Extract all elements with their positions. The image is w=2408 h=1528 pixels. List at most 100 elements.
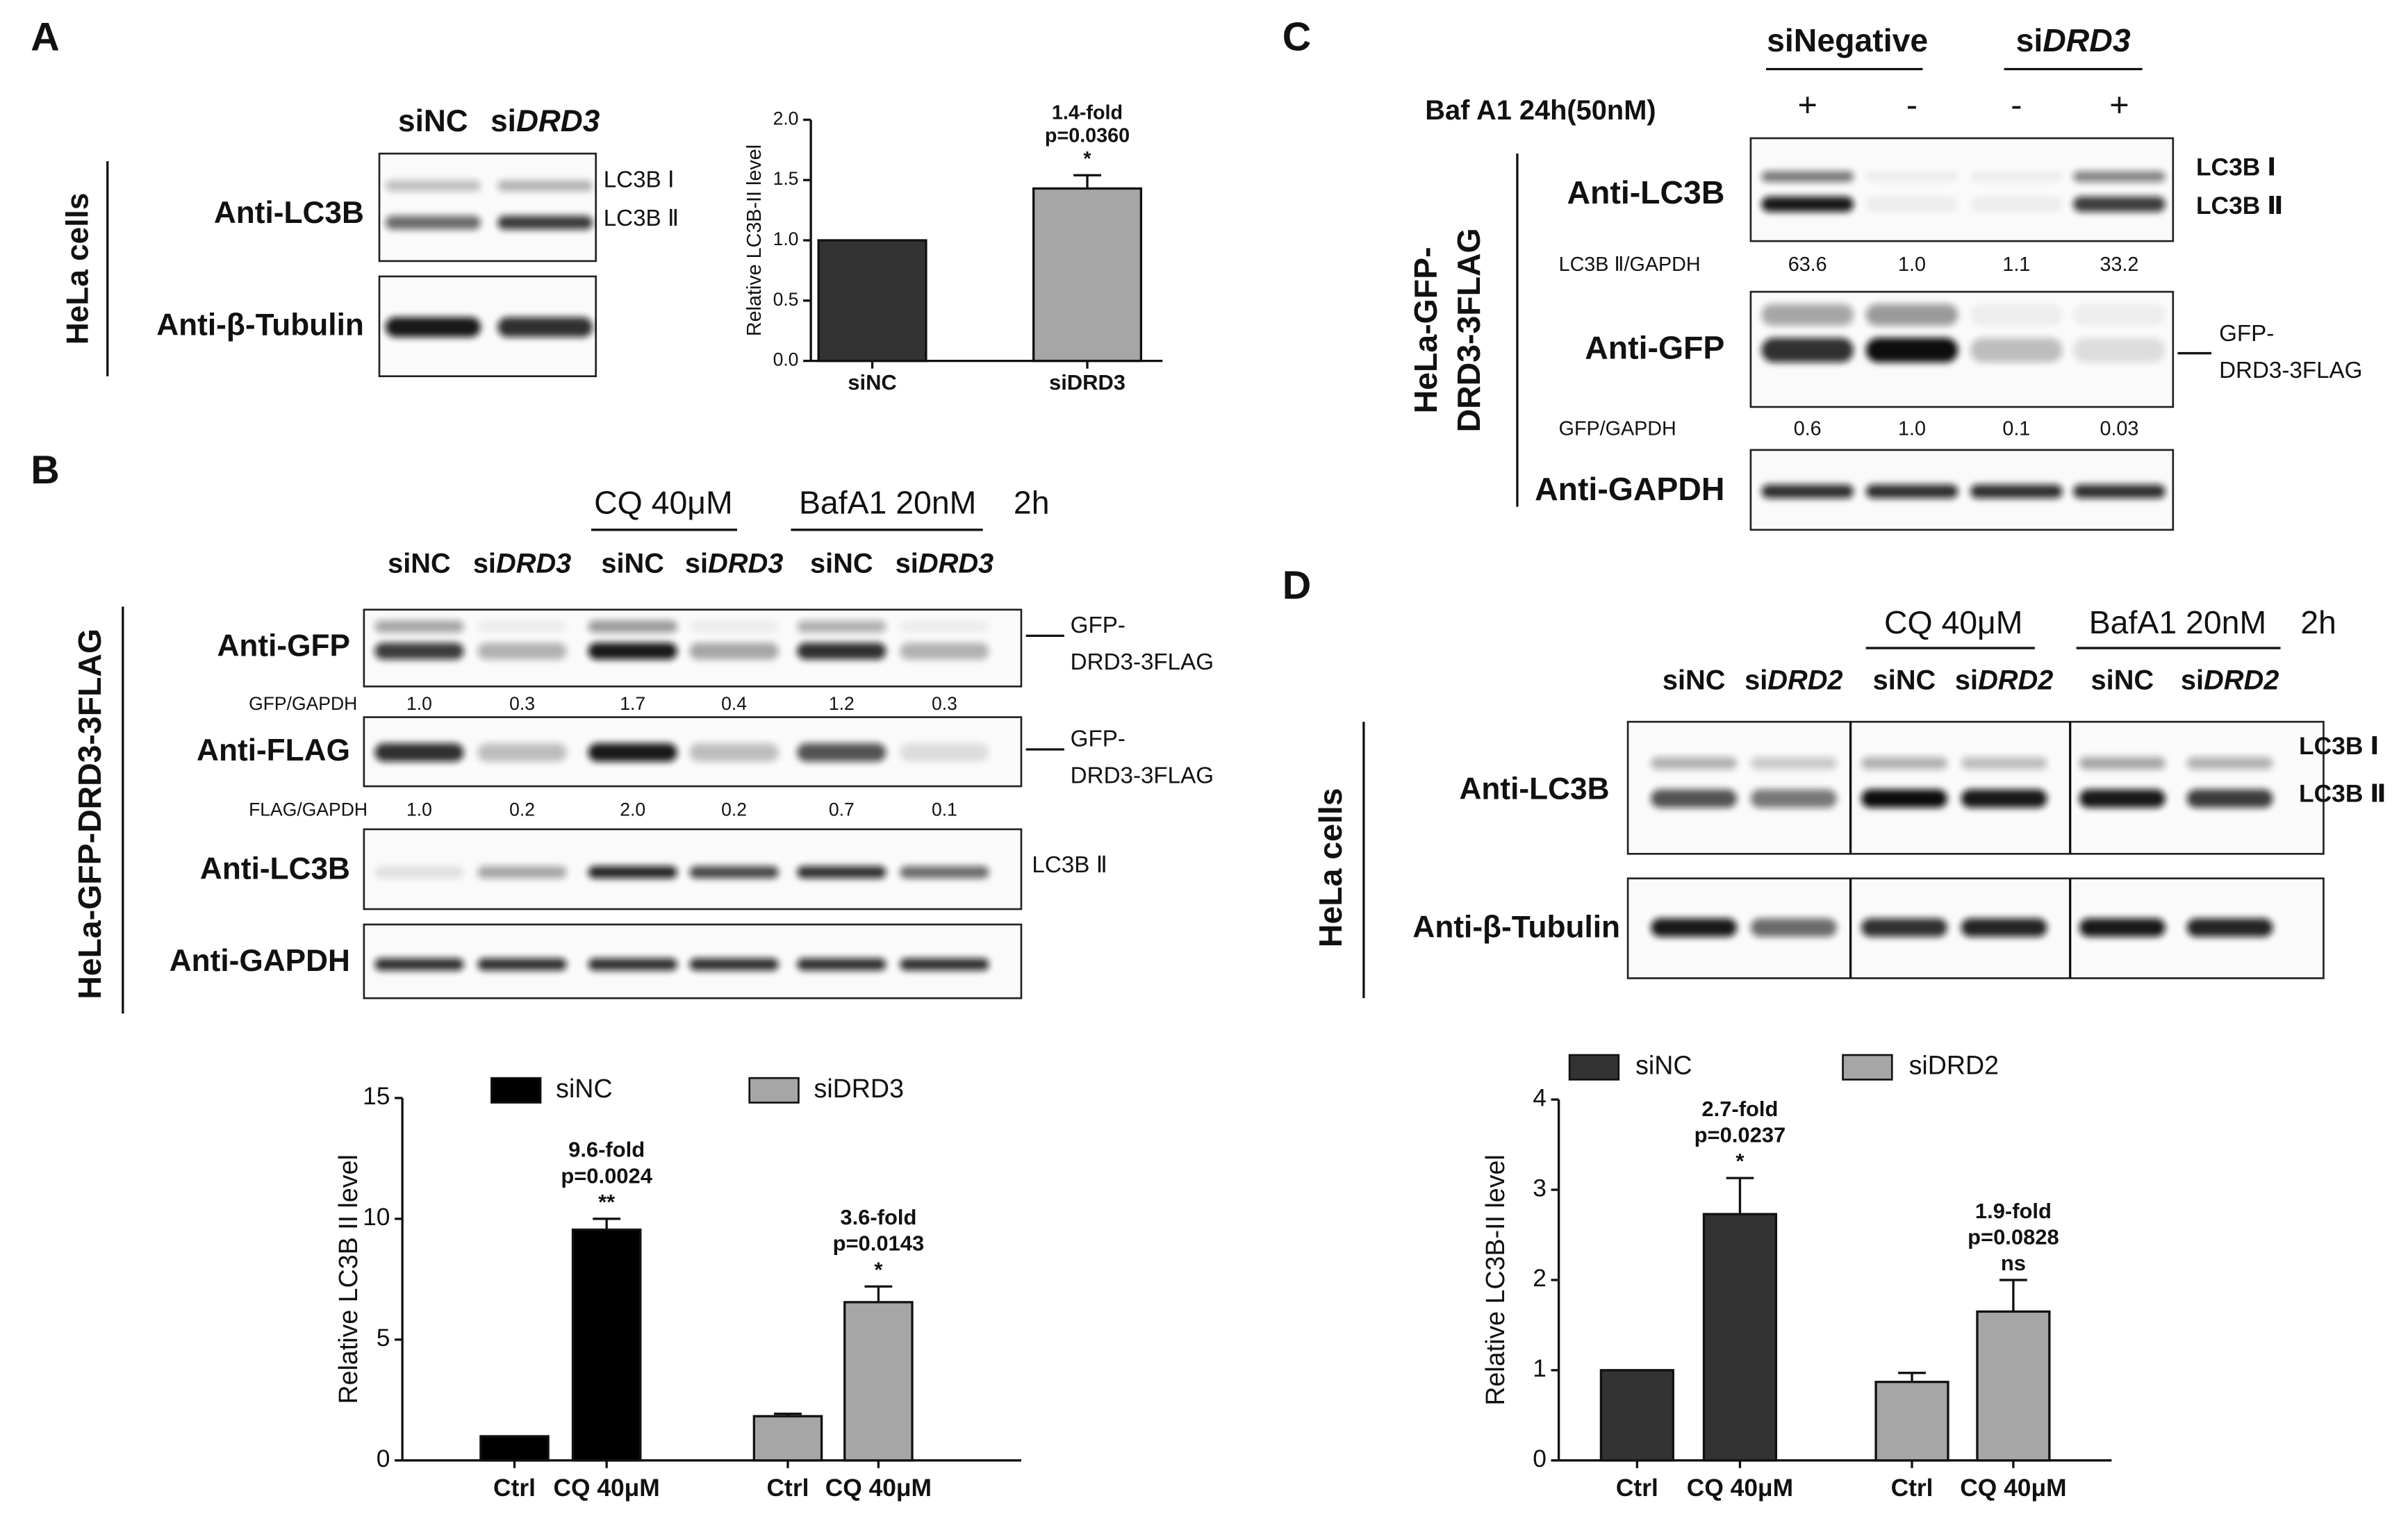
blot-frame <box>1626 720 2325 855</box>
y-tick-label: 2.0 <box>773 108 799 128</box>
band <box>689 642 779 660</box>
annotation: 1.9-fold <box>1975 1199 2052 1223</box>
band <box>385 180 481 192</box>
sign: + <box>1798 87 1817 124</box>
lane-label-part: DRD3 <box>708 548 783 579</box>
panel-letter: C <box>1283 15 1312 60</box>
band <box>588 620 677 633</box>
annotation: p=0.0024 <box>561 1163 652 1188</box>
band <box>689 743 779 762</box>
target-label: GFP- <box>1071 613 1125 638</box>
band <box>900 958 989 971</box>
panel-letter: A <box>31 15 60 60</box>
lane-label: siDRD3 <box>490 104 600 138</box>
x-tick-label: Ctrl <box>767 1475 809 1502</box>
band <box>588 866 677 879</box>
band <box>1865 171 1958 183</box>
annotation: 2.7-fold <box>1701 1097 1778 1121</box>
treatment: Baf A1 24h(50nM) <box>1425 95 1656 126</box>
annotation: p=0.0237 <box>1694 1123 1786 1147</box>
ratio-label: FLAG/GAPDH <box>249 799 368 820</box>
x-tick-label: Ctrl <box>1891 1475 1933 1502</box>
cell-line: HeLa cells <box>61 193 95 345</box>
annotation: ** <box>598 1190 616 1214</box>
band <box>2186 757 2273 770</box>
treatment: BafA1 20nM <box>799 485 976 521</box>
band <box>1970 338 2063 363</box>
lane-label: siDRD2 <box>1955 665 2053 695</box>
band <box>374 642 464 660</box>
band <box>797 642 886 660</box>
x-tick-label: CQ 40μM <box>1687 1475 1793 1502</box>
x-tick-label: CQ 40μM <box>825 1475 932 1502</box>
annotation: 1.4-fold <box>1052 101 1123 124</box>
ratio-value: 1.1 <box>2002 254 2030 276</box>
ratio-value: 0.3 <box>509 693 535 714</box>
lane-label-part: si <box>473 548 496 579</box>
band <box>1651 789 1738 808</box>
band <box>477 866 567 879</box>
band <box>1651 918 1738 937</box>
band <box>900 620 989 633</box>
band <box>689 866 779 879</box>
lane-label: siDRD2 <box>2181 665 2279 695</box>
band <box>2079 789 2166 808</box>
antibody: Anti-β-Tubulin <box>1412 910 1620 944</box>
lane-label-part: siNC <box>1663 665 1726 695</box>
band <box>2073 484 2166 499</box>
antibody: Anti-GAPDH <box>170 944 350 978</box>
ratio-value: 0.3 <box>932 693 957 714</box>
y-tick-label: 10 <box>363 1204 390 1231</box>
x-tick-label: CQ 40μM <box>553 1475 659 1502</box>
annotation: * <box>1083 148 1091 170</box>
ratio-value: 0.1 <box>932 799 957 820</box>
bar <box>752 1415 823 1462</box>
ratio-value: 1.0 <box>1898 418 1926 440</box>
band <box>1761 304 1854 326</box>
lane-label: siDRD2 <box>1745 665 1842 695</box>
band <box>588 642 677 660</box>
band-label: LC3B Ⅰ <box>2196 154 2276 181</box>
y-tick-label: 2 <box>1533 1265 1547 1292</box>
annotation: p=0.0360 <box>1045 125 1130 147</box>
band <box>477 642 567 660</box>
target-label: DRD3-3FLAG <box>1071 649 1214 675</box>
band-label: LC3B Ⅱ <box>2196 192 2283 219</box>
group-label: siNegative <box>1767 22 1928 58</box>
group-label-part: DRD3 <box>2043 22 2131 58</box>
ratio-label: GFP/GAPDH <box>1559 418 1676 440</box>
lane-label: siNC <box>398 104 468 138</box>
band <box>1970 171 2063 183</box>
ratio-value: 0.6 <box>1794 418 1822 440</box>
treatment: BafA1 20nM <box>2089 604 2266 640</box>
sign: - <box>1906 87 1918 124</box>
ratio-value: 0.2 <box>721 799 747 820</box>
annotation: ns <box>2001 1251 2026 1275</box>
band <box>2073 338 2166 363</box>
lane-label-part: siNC <box>388 548 451 579</box>
band <box>1865 338 1958 363</box>
band <box>2079 918 2166 937</box>
ratio-label: LC3B Ⅱ/GAPDH <box>1559 254 1701 276</box>
y-tick-label: 15 <box>363 1083 390 1110</box>
lane-label-part: DRD3 <box>516 104 600 138</box>
y-tick-label: 4 <box>1533 1084 1547 1111</box>
band <box>797 743 886 762</box>
band <box>497 180 593 192</box>
y-axis-label: Relative LC3B II level <box>333 1154 363 1404</box>
lane-label: siDRD3 <box>473 548 571 579</box>
band <box>374 620 464 633</box>
ratio-value: 1.0 <box>1898 254 1926 276</box>
treatment: CQ 40μM <box>1884 604 2022 640</box>
band <box>1750 757 1837 770</box>
target-label: GFP- <box>1071 726 1125 751</box>
lane-label: siNC <box>810 548 873 579</box>
ratio-value: 1.0 <box>406 799 432 820</box>
antibody: Anti-LC3B <box>1567 174 1725 210</box>
band <box>1970 304 2063 326</box>
band <box>1970 484 2063 499</box>
target-label: GFP- <box>2219 321 2274 347</box>
y-tick-label: 0 <box>377 1445 390 1472</box>
group-label-part: si <box>2016 22 2043 58</box>
